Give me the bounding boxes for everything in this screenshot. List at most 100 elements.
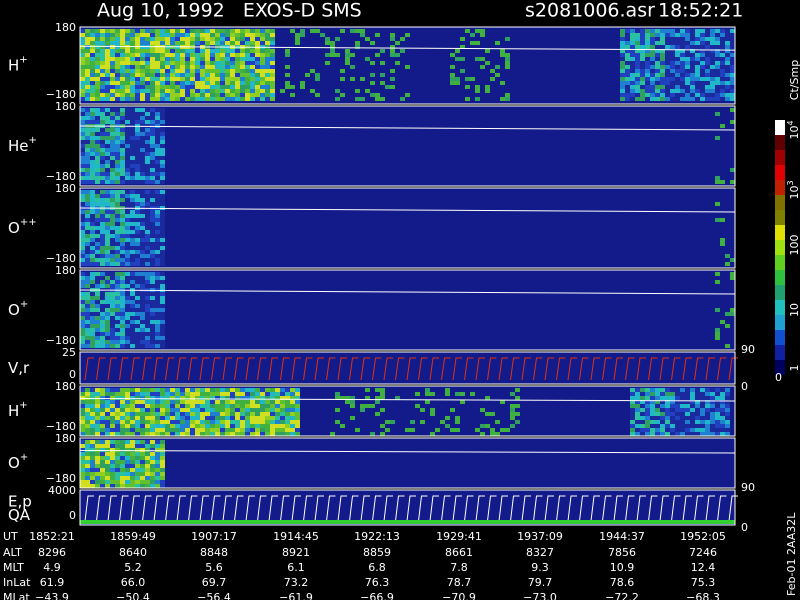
- spectrogram-cell: [110, 280, 115, 284]
- spectrogram-cell: [150, 160, 155, 164]
- spectrogram-cell: [155, 81, 160, 85]
- spectrogram-cell: [150, 214, 155, 218]
- spectrogram-cell: [265, 89, 270, 93]
- spectrogram-cell: [185, 93, 190, 97]
- spectrogram-cell: [105, 33, 110, 37]
- spectrogram-cell: [140, 97, 145, 101]
- spectrogram-cell: [710, 93, 715, 97]
- spectrogram-cell: [215, 89, 220, 93]
- spectrogram-cell: [155, 202, 160, 206]
- spectrogram-cell: [130, 140, 135, 144]
- spectrogram-cell: [80, 400, 85, 404]
- spectrogram-cell: [135, 33, 140, 37]
- spectrogram-cell: [255, 85, 260, 89]
- spectrogram-cell: [100, 300, 105, 304]
- spectrogram-cell: [160, 148, 165, 152]
- spectrogram-cell: [130, 476, 135, 480]
- spectrogram-cell: [130, 210, 135, 214]
- spectrogram-cell: [690, 33, 695, 37]
- spectrogram-cell: [330, 432, 335, 436]
- spectrogram-cell: [110, 194, 115, 198]
- spectrogram-cell: [80, 168, 85, 172]
- spectrogram-cell: [130, 484, 135, 488]
- spectrogram-cell: [215, 33, 220, 37]
- spectrogram-cell: [705, 404, 710, 408]
- spectrogram-cell: [275, 412, 280, 416]
- spectrogram-cell: [130, 238, 135, 242]
- spectrogram-cell: [395, 53, 400, 57]
- spectrogram-cell: [245, 73, 250, 77]
- spectrogram-cell: [350, 29, 355, 33]
- spectrogram-cell: [80, 93, 85, 97]
- spectrogram-cell: [100, 148, 105, 152]
- spectrogram-cell: [135, 89, 140, 93]
- spectrogram-cell: [210, 404, 215, 408]
- spectrogram-cell: [685, 416, 690, 420]
- spectrogram-cell: [80, 464, 85, 468]
- spectrogram-cell: [125, 440, 130, 444]
- spectrogram-cell: [350, 65, 355, 69]
- spectrogram-cell: [90, 392, 95, 396]
- spectrogram-cell: [140, 49, 145, 53]
- spectrogram-cell: [285, 65, 290, 69]
- spectrogram-cell: [135, 132, 140, 136]
- spectrogram-cell: [90, 476, 95, 480]
- spectrogram-cell: [255, 61, 260, 65]
- spectrogram-cell: [140, 262, 145, 266]
- spectrogram-cell: [680, 65, 685, 69]
- spectrogram-cell: [255, 412, 260, 416]
- spectrogram-cell: [85, 396, 90, 400]
- spectrogram-cell: [695, 428, 700, 432]
- spectrogram-cell: [195, 41, 200, 45]
- spectrogram-cell: [110, 242, 115, 246]
- footer-value: 9.3: [531, 561, 549, 574]
- spectrogram-cell: [100, 85, 105, 89]
- spectrogram-cell: [380, 396, 385, 400]
- spectrogram-cell: [160, 218, 165, 222]
- spectrogram-cell: [240, 396, 245, 400]
- spectrogram-cell: [95, 61, 100, 65]
- spectrogram-cell: [120, 284, 125, 288]
- spectrogram-cell: [120, 246, 125, 250]
- spectrogram-cell: [725, 420, 730, 424]
- spectrogram-cell: [215, 61, 220, 65]
- spectrogram-cell: [150, 440, 155, 444]
- spectrogram-cell: [120, 53, 125, 57]
- spectrogram-cell: [155, 41, 160, 45]
- spectrogram-cell: [690, 428, 695, 432]
- spectrogram-cell: [85, 160, 90, 164]
- spectrogram-cell: [270, 432, 275, 436]
- spectrogram-cell: [205, 49, 210, 53]
- spectrogram-cell: [230, 412, 235, 416]
- spectrogram-cell: [725, 312, 730, 316]
- spectrogram-cell: [130, 324, 135, 328]
- spectrogram-cell: [700, 432, 705, 436]
- spectrogram-cell: [150, 476, 155, 480]
- spectrogram-cell: [695, 37, 700, 41]
- spectrogram-cell: [280, 424, 285, 428]
- spectrogram-cell: [160, 304, 165, 308]
- spectrogram-cell: [270, 97, 275, 101]
- spectrogram-cell: [245, 93, 250, 97]
- spectrogram-cell: [100, 254, 105, 258]
- spectrogram-cell: [620, 77, 625, 81]
- spectrogram-cell: [295, 408, 300, 412]
- spectrogram-cell: [705, 77, 710, 81]
- spectrogram-cell: [250, 49, 255, 53]
- spectrogram-cell: [690, 424, 695, 428]
- spectrogram-cell: [295, 388, 300, 392]
- spectrogram-cell: [665, 404, 670, 408]
- spectrogram-cell: [160, 164, 165, 168]
- spectrogram-cell: [235, 69, 240, 73]
- spectrogram-cell: [140, 144, 145, 148]
- spectrogram-cell: [710, 416, 715, 420]
- spectrogram-cell: [220, 61, 225, 65]
- spectrogram-cell: [135, 148, 140, 152]
- spectrogram-cell: [130, 49, 135, 53]
- spectrogram-cell: [115, 296, 120, 300]
- spectrogram-cell: [100, 396, 105, 400]
- spectrogram-cell: [80, 210, 85, 214]
- spectrogram-cell: [670, 33, 675, 37]
- panel-frame: [79, 26, 736, 105]
- spectrogram-cell: [105, 57, 110, 61]
